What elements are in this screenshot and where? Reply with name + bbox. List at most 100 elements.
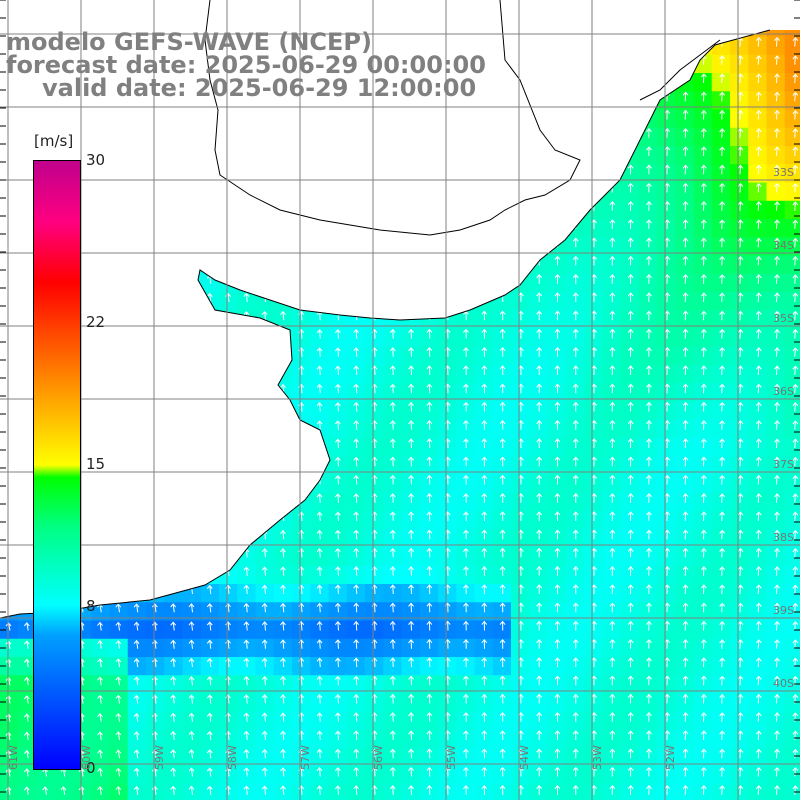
wind-speed-cell xyxy=(711,401,731,421)
wind-speed-cell xyxy=(273,584,293,603)
wind-arrow-head xyxy=(572,383,579,388)
wind-speed-cell xyxy=(638,255,658,275)
wind-speed-cell xyxy=(675,620,695,640)
wind-speed-cell xyxy=(638,365,658,384)
wind-speed-cell xyxy=(219,675,238,695)
wind-arrow xyxy=(757,128,760,138)
wind-arrow-head xyxy=(463,383,469,388)
wind-arrow-head xyxy=(719,347,726,352)
wind-arrow xyxy=(776,402,778,412)
wind-speed-cell xyxy=(456,602,476,622)
wind-speed-cell xyxy=(657,127,676,147)
wind-speed-cell xyxy=(657,602,676,622)
wind-speed-cell xyxy=(784,365,800,384)
wind-speed-cell xyxy=(675,255,695,275)
wind-speed-cell xyxy=(255,675,275,695)
wind-arrow xyxy=(337,603,339,613)
wind-speed-cell xyxy=(310,711,330,731)
wind-arrow-head xyxy=(572,456,579,461)
wind-speed-cell xyxy=(784,784,800,800)
wind-arrow-head xyxy=(554,547,561,552)
wind-arrow xyxy=(319,585,321,595)
wind-arrow-head xyxy=(664,456,671,461)
wind-arrow xyxy=(757,439,760,449)
wind-speed-cell xyxy=(711,237,731,257)
wind-arrow-head xyxy=(737,237,744,242)
wind-arrow-head xyxy=(609,511,616,516)
wind-arrow xyxy=(319,567,321,576)
wind-speed-cell xyxy=(711,620,731,640)
wind-speed-cell xyxy=(547,675,567,695)
wind-speed-cell xyxy=(730,474,749,494)
wind-arrow-head xyxy=(774,164,780,169)
wind-arrow-head xyxy=(792,529,799,534)
wind-speed-cell xyxy=(237,620,257,640)
wind-arrow-head xyxy=(554,419,561,425)
wind-arrow-head xyxy=(737,365,744,370)
wind-arrow-head xyxy=(627,383,634,388)
wind-speed-cell xyxy=(383,492,403,512)
wind-speed-cell xyxy=(292,620,311,640)
wind-arrow-head xyxy=(792,73,799,78)
wind-speed-cell xyxy=(675,602,695,622)
wind-arrow xyxy=(154,604,157,613)
wind-arrow-head xyxy=(243,292,250,297)
wind-speed-cell xyxy=(657,383,676,403)
wind-arrow-head xyxy=(408,547,414,552)
wind-speed-cell xyxy=(657,584,676,603)
wind-arrow-head xyxy=(701,529,707,534)
wind-speed-cell xyxy=(401,492,421,512)
wind-arrow-head xyxy=(426,566,433,571)
wind-speed-cell xyxy=(784,693,800,713)
wind-speed-cell xyxy=(693,456,713,476)
wind-speed-cell xyxy=(565,657,585,676)
wind-speed-cell xyxy=(273,602,293,622)
wind-arrow-head xyxy=(133,603,140,608)
wind-arrow-head xyxy=(701,493,707,498)
wind-speed-cell xyxy=(675,766,695,786)
wind-arrow-head xyxy=(499,365,506,370)
wind-arrow xyxy=(794,585,796,595)
wind-arrow-head xyxy=(755,146,762,151)
wind-speed-cell xyxy=(328,620,348,640)
wind-speed-cell xyxy=(730,200,749,220)
wind-arrow-head xyxy=(536,547,543,552)
wind-speed-cell xyxy=(693,602,713,622)
wind-arrow xyxy=(757,183,760,193)
wind-speed-cell xyxy=(638,730,658,749)
wind-speed-cell xyxy=(346,748,366,768)
wind-speed-cell xyxy=(602,200,622,220)
wind-speed-cell xyxy=(492,492,512,512)
wind-speed-cell xyxy=(784,200,800,220)
wind-speed-cell xyxy=(255,657,275,676)
wind-arrow xyxy=(373,420,376,430)
wind-arrow-head xyxy=(682,255,689,260)
wind-arrow xyxy=(776,220,778,230)
wind-speed-cell xyxy=(565,730,585,749)
wind-arrow-head xyxy=(353,383,360,388)
wind-speed-cell xyxy=(200,620,220,640)
wind-speed-cell xyxy=(292,584,311,603)
wind-arrow-head xyxy=(463,566,469,571)
wind-speed-cell xyxy=(657,401,676,421)
wind-arrow xyxy=(757,566,760,576)
wind-speed-cell xyxy=(730,219,749,238)
wind-arrow-head xyxy=(463,620,469,625)
wind-arrow xyxy=(776,74,778,84)
wind-arrow-head xyxy=(701,255,707,260)
wind-speed-cell xyxy=(565,365,585,384)
wind-speed-cell xyxy=(328,638,348,658)
wind-arrow xyxy=(319,421,321,430)
wind-arrow xyxy=(794,366,796,376)
wind-speed-cell xyxy=(419,730,439,749)
wind-arrow xyxy=(355,585,358,595)
wind-arrow xyxy=(282,548,285,558)
wind-speed-cell xyxy=(565,565,585,585)
wind-speed-cell xyxy=(511,474,530,494)
wind-speed-cell xyxy=(693,438,713,457)
wind-speed-cell xyxy=(766,584,786,603)
wind-speed-cell xyxy=(693,383,713,403)
wind-arrow-head xyxy=(737,383,744,388)
wind-speed-cell xyxy=(638,419,658,439)
wind-arrow-head xyxy=(499,602,506,607)
